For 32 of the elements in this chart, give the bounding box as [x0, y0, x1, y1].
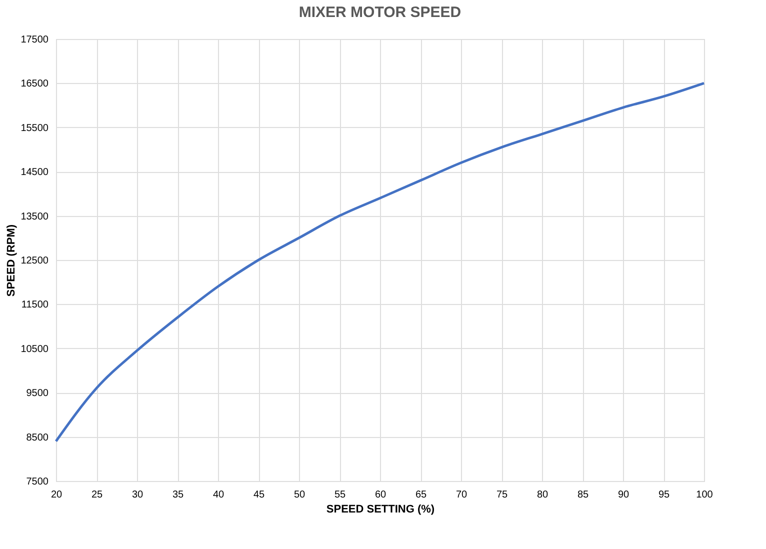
y-tick-label: 16500	[20, 78, 49, 90]
y-tick-label: 14500	[20, 167, 49, 178]
y-tick-label: 10500	[20, 344, 49, 355]
y-tick-label: 13500	[20, 211, 49, 222]
y-tick-label: 8500	[26, 432, 49, 444]
x-tick-label: 90	[618, 490, 630, 500]
x-tick-label: 40	[212, 490, 224, 500]
x-tick-label: 80	[536, 490, 548, 500]
x-tick-label: 70	[456, 490, 468, 500]
x-tick-label: 45	[253, 490, 265, 500]
x-tick-label: 55	[334, 490, 346, 500]
x-tick-label: 75	[496, 490, 508, 500]
x-tick-label: 65	[415, 490, 427, 500]
x-tick-label: 100	[696, 490, 714, 500]
y-tick-label: 15500	[20, 122, 49, 134]
x-tick-label: 20	[50, 490, 62, 500]
y-tick-label: 17500	[20, 34, 49, 46]
line-series	[54, 82, 706, 442]
y-tick-label: 9500	[26, 388, 49, 400]
x-tick-label: 50	[294, 490, 306, 500]
x-tick-label: 25	[91, 490, 103, 500]
x-tick-label: 30	[132, 490, 144, 500]
x-tick-label: 35	[172, 490, 184, 500]
x-tick-label: 95	[658, 490, 670, 500]
y-tick-label: 11500	[21, 300, 49, 311]
y-tick-label: 12500	[20, 256, 49, 266]
x-tick-label: 85	[577, 490, 589, 500]
y-axis-title: SPEED (RPM)	[6, 224, 18, 297]
x-axis-title: SPEED SETTING (%)	[326, 504, 435, 516]
y-tick-label: 7500	[26, 476, 49, 488]
x-tick-label: 60	[374, 490, 386, 500]
chart-title: MIXER MOTOR SPEED	[298, 4, 462, 21]
